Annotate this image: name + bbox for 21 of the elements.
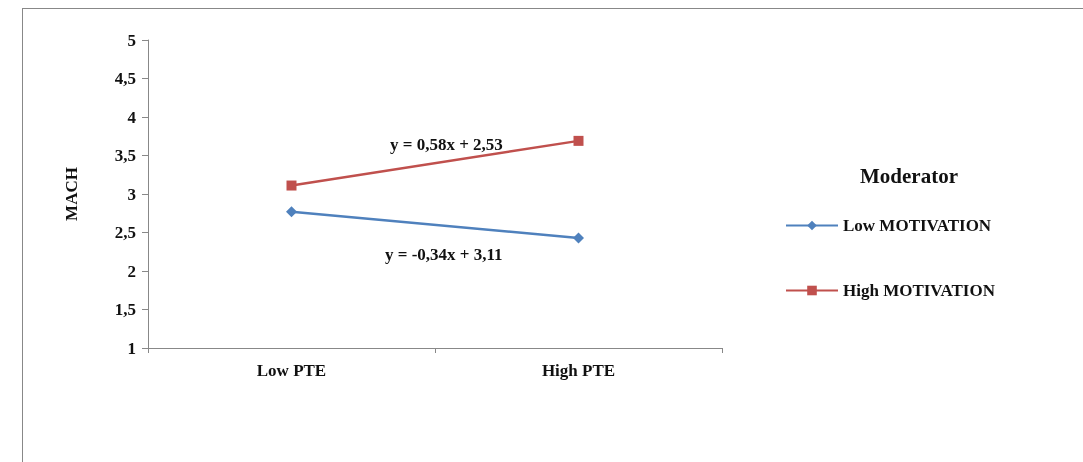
- legend-title: Moderator: [860, 163, 958, 188]
- annotation: y = 0,58x + 2,53: [390, 135, 503, 154]
- legend-label: High MOTIVATION: [843, 281, 996, 300]
- point: [286, 206, 297, 218]
- y-tick-label: 2,5: [114, 223, 136, 242]
- y-tick-label: 5: [127, 30, 136, 50]
- x-tick-label: Low PTE: [256, 361, 327, 380]
- point: [286, 180, 297, 191]
- y-tick-label: 2: [127, 261, 136, 281]
- y-tick-label: 4: [127, 107, 137, 127]
- x-tick-label: High PTE: [541, 361, 616, 380]
- y-tick-label: 1,5: [114, 300, 136, 319]
- y-tick-label: 3: [127, 184, 136, 204]
- point: [573, 232, 584, 244]
- annotation: y = -0,34x + 3,11: [385, 245, 503, 264]
- y-axis-title: MACH: [62, 167, 81, 221]
- y-tick-label: 4,5: [114, 69, 136, 88]
- legend-label: Low MOTIVATION: [843, 216, 992, 235]
- y-tick-label: 3,5: [114, 146, 136, 165]
- y-tick-label: 1: [127, 338, 136, 358]
- point: [573, 135, 584, 146]
